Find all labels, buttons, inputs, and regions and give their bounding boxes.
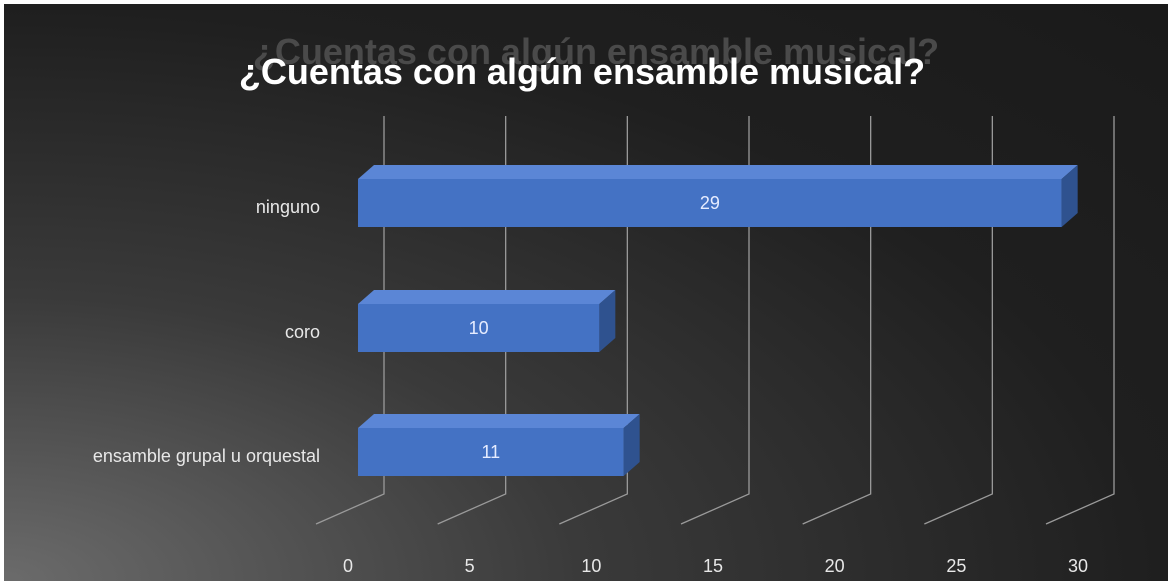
x-tick-label-10: 10 xyxy=(581,556,601,576)
bar-side-face xyxy=(623,414,640,476)
gridline-25 xyxy=(924,116,993,525)
bar-top-face xyxy=(358,165,1078,179)
gridline-0 xyxy=(315,116,385,525)
bar-ninguno xyxy=(358,165,1078,227)
x-tick-label-5: 5 xyxy=(465,556,475,576)
x-tick-label-25: 25 xyxy=(946,556,966,576)
gridline-20 xyxy=(802,116,872,525)
bar-top-face xyxy=(358,414,640,428)
x-tick-label-20: 20 xyxy=(825,556,845,576)
x-tick-label-30: 30 xyxy=(1068,556,1088,576)
bar-chart: ¿Cuentas con algún ensamble musical? ¿Cu… xyxy=(93,31,1115,576)
bar-top-face xyxy=(358,290,616,304)
data-label-ensamble-grupal-u-orquestal: 11 xyxy=(481,442,500,462)
bars xyxy=(358,165,1078,476)
labels: 0 5 10 15 20 25 30 29 ninguno 10 coro 11 ensamble gr… xyxy=(93,193,1088,576)
bar-ensamble-grupal-u-orquestal xyxy=(358,414,640,476)
category-label-coro: coro xyxy=(285,322,320,342)
chart-title-shadow: ¿Cuentas con algún ensamble musical? xyxy=(253,31,939,72)
chart-area: ¿Cuentas con algún ensamble musical? ¿Cu… xyxy=(4,4,1168,581)
data-label-coro: 10 xyxy=(469,318,489,338)
category-label-ensamble-grupal-u-orquestal: ensamble grupal u orquestal xyxy=(93,446,320,466)
data-label-ninguno: 29 xyxy=(700,193,720,213)
x-tick-label-0: 0 xyxy=(343,556,353,576)
gridline-10 xyxy=(559,116,628,525)
bar-side-face xyxy=(1061,165,1078,227)
bar-front-face xyxy=(358,304,600,352)
gridline-5 xyxy=(437,116,507,525)
gridline-15 xyxy=(680,116,750,525)
chart-title: ¿Cuentas con algún ensamble musical? xyxy=(239,51,925,92)
gridlines xyxy=(315,116,1115,525)
bar-front-face xyxy=(358,428,624,476)
x-tick-label-15: 15 xyxy=(703,556,723,576)
bar-front-face xyxy=(358,179,1062,227)
category-label-ninguno: ninguno xyxy=(256,197,320,217)
gridline-30 xyxy=(1045,116,1115,525)
bar-coro xyxy=(358,290,616,352)
bar-side-face xyxy=(599,290,616,352)
